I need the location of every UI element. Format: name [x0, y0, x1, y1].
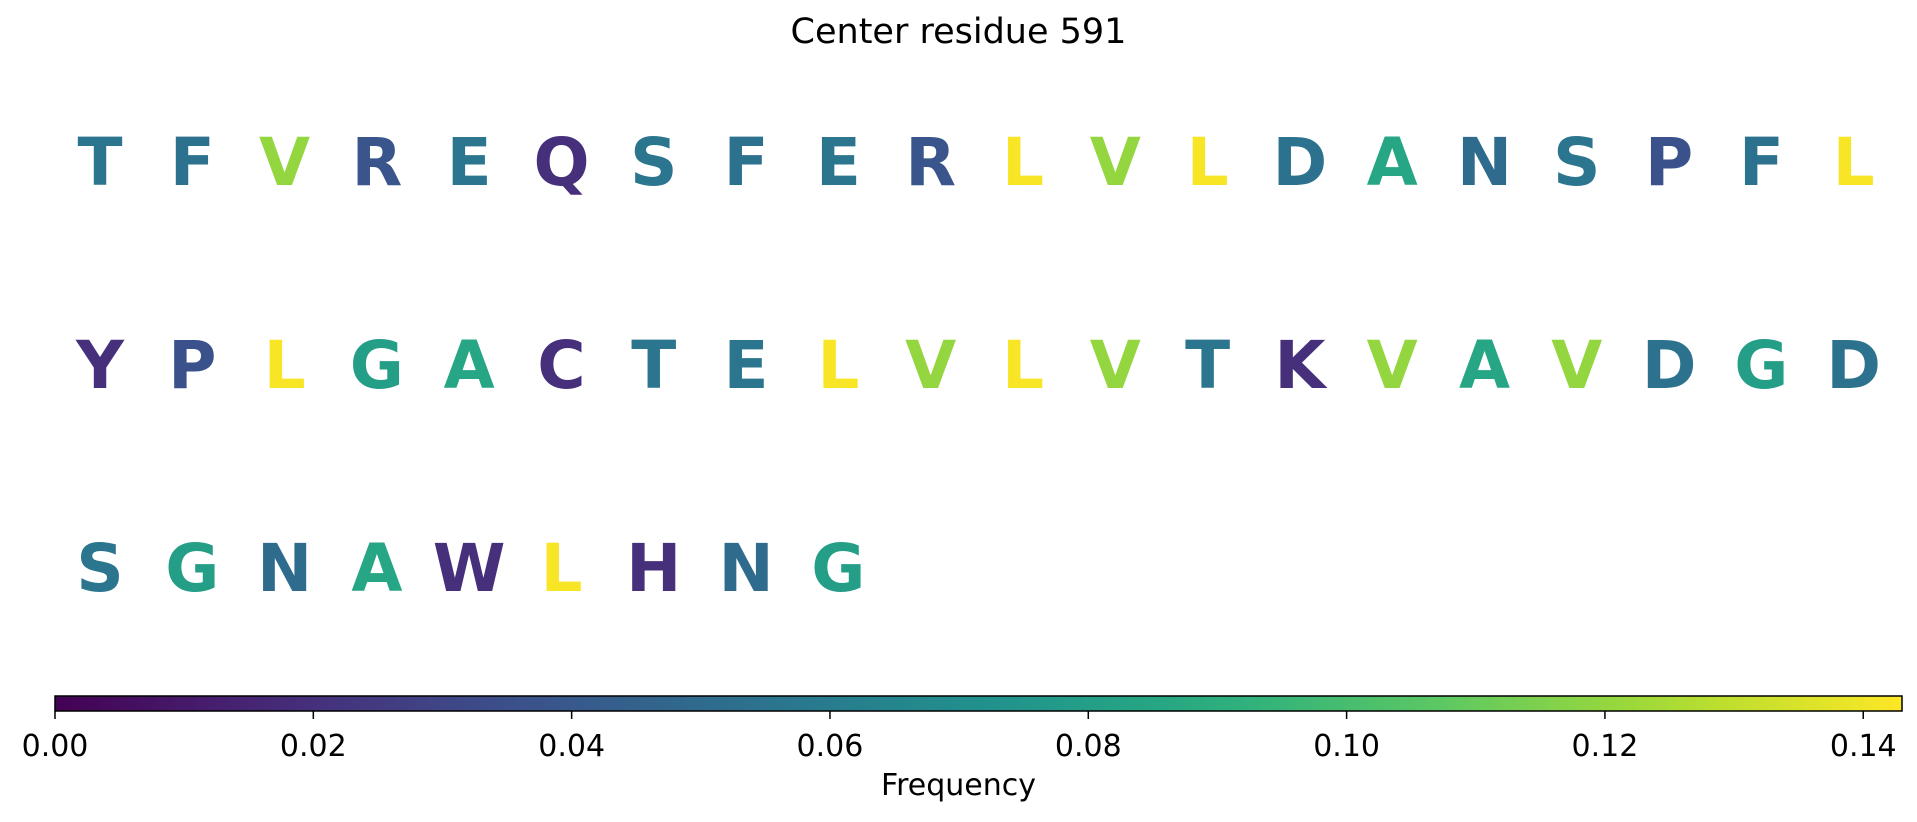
- residue-letter: N: [718, 530, 774, 607]
- residue-letter: V: [1089, 124, 1141, 201]
- residue-letter: E: [815, 124, 861, 201]
- residue-letter: Q: [533, 124, 590, 201]
- residue-letter: W: [432, 530, 506, 607]
- residue-letter: L: [1832, 124, 1875, 201]
- residue-letter: L: [1001, 124, 1045, 201]
- residue-letter: L: [540, 530, 583, 607]
- residue-letter: Y: [76, 327, 124, 404]
- residue-letter: R: [351, 124, 403, 201]
- residue-letter: T: [631, 327, 677, 404]
- residue-letter: L: [817, 327, 860, 404]
- residue-letter: H: [626, 530, 682, 607]
- chart-title: Center residue 591: [790, 12, 1127, 52]
- colorbar-tick-label: 0.02: [279, 729, 347, 764]
- residue-letter: F: [1738, 124, 1784, 201]
- residue-letter: S: [76, 530, 124, 607]
- residue-letter: A: [443, 327, 495, 404]
- residue-letter: R: [905, 124, 957, 201]
- residue-letter: V: [259, 124, 311, 201]
- residue-letter: G: [349, 327, 404, 404]
- residue-letter: K: [1274, 327, 1326, 404]
- residue-letter: P: [1644, 124, 1694, 201]
- residue-letter: N: [1456, 124, 1513, 201]
- colorbar-tick-label: 0.10: [1313, 729, 1380, 764]
- residue-letter: A: [1458, 327, 1511, 404]
- colorbar-tick-label: 0.04: [538, 729, 606, 764]
- residue-letter: G: [165, 530, 220, 607]
- residue-letter: E: [446, 124, 492, 201]
- residue-letter: T: [1185, 327, 1231, 404]
- residue-letter: V: [1551, 327, 1603, 404]
- residue-letter: T: [77, 124, 123, 201]
- residue-letter: S: [1553, 124, 1601, 201]
- colorbar-tick-label: 0.12: [1571, 729, 1639, 764]
- residue-letter: P: [168, 327, 217, 404]
- colorbar-tick-label: 0.06: [796, 729, 864, 764]
- residue-letter: L: [1001, 327, 1045, 404]
- residue-letter: L: [1186, 124, 1229, 201]
- residue-letter: A: [351, 530, 403, 607]
- residue-letter: G: [811, 530, 866, 607]
- colorbar-tick-label: 0.14: [1829, 729, 1897, 764]
- residue-letter: A: [1366, 124, 1418, 201]
- colorbar-label: Frequency: [881, 768, 1036, 803]
- residue-letter: G: [1734, 327, 1789, 404]
- residue-letter: D: [1826, 327, 1882, 404]
- residue-letter: D: [1272, 124, 1328, 201]
- residue-letter: V: [905, 327, 957, 404]
- residue-letter: F: [169, 124, 215, 201]
- residue-letter: F: [723, 124, 769, 201]
- residue-letter: V: [1366, 327, 1418, 404]
- residue-letter: E: [723, 327, 769, 404]
- residue-letter: C: [537, 327, 586, 404]
- colorbar-gradient: [54, 695, 1903, 712]
- residue-letter: V: [1089, 327, 1141, 404]
- colorbar-tick-label: 0.08: [1054, 729, 1122, 764]
- residue-letter: S: [630, 124, 678, 201]
- residue-letter: N: [256, 530, 313, 607]
- residue-letter: D: [1641, 327, 1697, 404]
- colorbar-tick-label: 0.00: [21, 729, 89, 764]
- residue-letter: L: [263, 327, 306, 404]
